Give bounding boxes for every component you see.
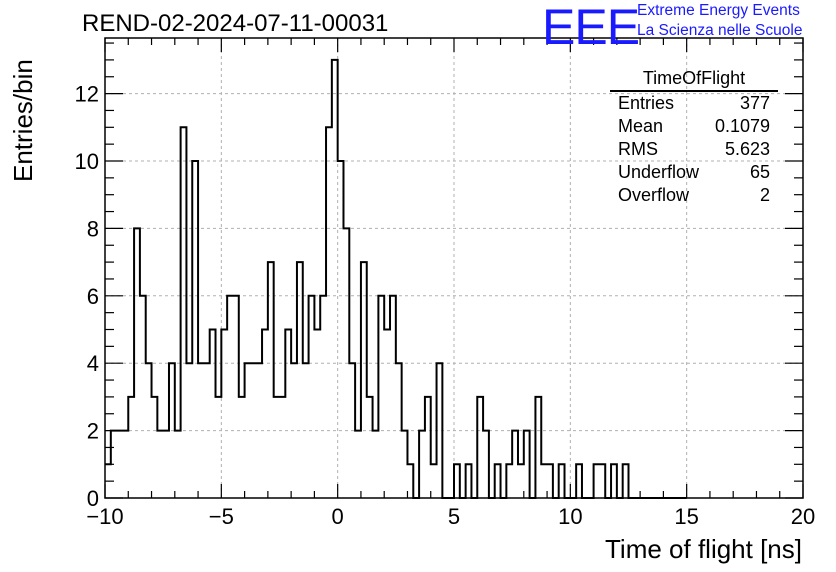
x-tick-label: −5 — [209, 504, 234, 529]
x-tick-label: 0 — [332, 504, 344, 529]
stats-row: Mean 0.1079 — [610, 115, 778, 138]
stats-value: 5.623 — [724, 139, 770, 159]
y-tick-label: 0 — [87, 486, 99, 511]
y-tick-label: 4 — [87, 351, 99, 376]
stats-title: TimeOfFlight — [610, 68, 778, 92]
histogram-line — [105, 58, 687, 499]
y-tick-label: 8 — [87, 216, 99, 241]
logo-line-1: Extreme Energy Events — [637, 2, 800, 19]
stats-row: Underflow 65 — [610, 161, 778, 184]
y-tick-label: 12 — [75, 82, 99, 107]
x-axis-label: Time of flight [ns] — [605, 534, 802, 564]
stats-value: 2 — [759, 185, 770, 205]
x-tick-label: 10 — [558, 504, 582, 529]
logo-line-2: La Scienza nelle Scuole — [637, 22, 803, 39]
stats-row: Entries 377 — [610, 92, 778, 115]
y-axis-label: Entries/bin — [8, 59, 38, 182]
chart-title: REND-02-2024-07-11-00031 — [82, 10, 389, 37]
stats-value: 65 — [749, 162, 770, 182]
y-tick-label: 10 — [75, 149, 99, 174]
stats-label: Overflow — [618, 185, 690, 205]
x-tick-label: 20 — [791, 504, 815, 529]
y-tick-label: 2 — [87, 419, 99, 444]
stats-row: RMS 5.623 — [610, 138, 778, 161]
stats-value: 377 — [739, 93, 770, 113]
eee-logo: EEE — [542, 0, 640, 55]
stats-box: TimeOfFlight Entries 377 Mean 0.1079 RMS 5.62… — [610, 68, 778, 207]
stats-row: Overflow 2 — [610, 184, 778, 207]
stats-label: Underflow — [618, 162, 700, 182]
stats-label: Mean — [618, 116, 664, 136]
x-tick-label: 5 — [448, 504, 460, 529]
x-tick-label: −10 — [86, 504, 123, 529]
stats-value: 0.1079 — [714, 116, 770, 136]
stats-label: RMS — [618, 139, 658, 159]
x-tick-label: 15 — [674, 504, 698, 529]
stats-label: Entries — [618, 93, 675, 113]
y-tick-label: 6 — [87, 284, 99, 309]
